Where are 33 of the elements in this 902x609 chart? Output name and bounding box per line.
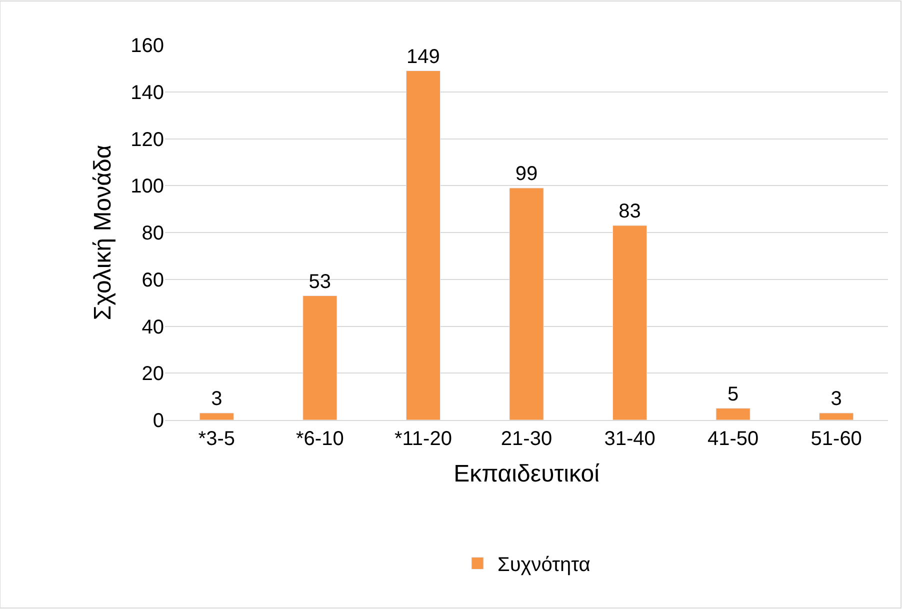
y-tick-label: 120: [130, 128, 164, 151]
x-tick-label: *6-10: [296, 428, 344, 450]
x-tick-label: 51-60: [810, 428, 862, 450]
data-label: 99: [515, 162, 538, 185]
legend-label: Συχνότητα: [498, 554, 590, 576]
y-tick-label: 0: [152, 410, 164, 432]
y-tick-label: 140: [130, 82, 164, 104]
bar: [199, 412, 234, 420]
data-label: 83: [618, 200, 641, 222]
data-label: 3: [830, 388, 842, 410]
x-axis-title: Εκπαιδευτικοί: [454, 460, 600, 488]
y-tick-label: 40: [142, 316, 164, 338]
bar: [302, 296, 338, 420]
bar: [819, 412, 854, 420]
y-tick-label: 80: [142, 222, 164, 244]
y-axis-title: Σχολική Μονάδα: [90, 144, 117, 320]
data-label: 3: [211, 388, 222, 410]
bar: [612, 225, 648, 420]
bar: [509, 188, 544, 420]
bar: [716, 408, 750, 420]
y-tick-label: 100: [130, 176, 164, 198]
x-tick-label: 41-50: [707, 428, 759, 450]
y-tick-label: 160: [130, 35, 164, 57]
data-label: 53: [308, 270, 332, 293]
y-tick-label: 20: [142, 363, 164, 386]
x-tick-label: 21-30: [500, 428, 552, 450]
y-tick-label: 60: [142, 269, 164, 292]
x-tick-label: *11-20: [394, 428, 452, 450]
data-label: 149: [406, 46, 440, 68]
data-label: 5: [728, 383, 739, 406]
x-tick-label: 31-40: [604, 428, 656, 450]
x-tick-label: *3-5: [198, 428, 235, 450]
bar: [406, 70, 441, 420]
